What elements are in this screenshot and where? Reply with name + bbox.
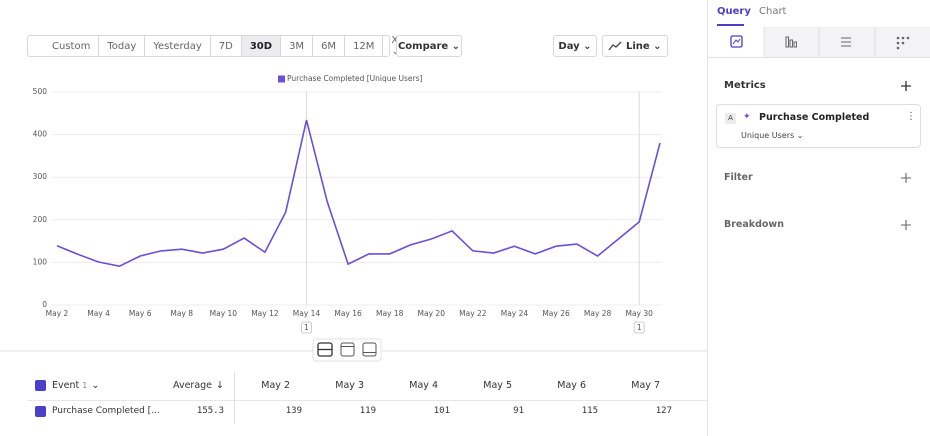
chevron: ⌄ bbox=[91, 380, 100, 391]
range-button[interactable]: 12M bbox=[345, 36, 384, 56]
metric-name: Purchase Completed bbox=[759, 112, 870, 123]
header-event[interactable]: Event 1 ⌄ bbox=[52, 380, 99, 391]
annotation-badge bbox=[633, 321, 645, 334]
sparkle-icon: ✦ bbox=[743, 112, 751, 122]
column-divider bbox=[234, 372, 235, 424]
add-metric[interactable] bbox=[901, 81, 911, 91]
chart-tab[interactable]: Chart bbox=[759, 6, 787, 17]
row-value: 119 bbox=[359, 406, 376, 416]
metric-measure: Unique Users bbox=[741, 131, 795, 140]
range-button[interactable]: 7D bbox=[211, 36, 242, 56]
chart: Purchase Completed [Unique Users] 0 100 20… bbox=[33, 74, 662, 334]
range-button[interactable]: Yesterday bbox=[145, 36, 211, 56]
range-button[interactable]: Custom bbox=[28, 36, 100, 56]
header-label: Average bbox=[173, 380, 213, 391]
header-checkbox[interactable] bbox=[35, 380, 46, 391]
event-count: 1 bbox=[82, 381, 88, 390]
granularity-button[interactable]: Day ⌄ bbox=[553, 35, 597, 57]
header-date: May 4 bbox=[409, 380, 438, 391]
x-tick-label: May 26 bbox=[542, 309, 570, 318]
row-checkbox[interactable] bbox=[35, 406, 46, 417]
x-tick-label: May 8 bbox=[170, 309, 193, 318]
series-line bbox=[56, 119, 661, 268]
range-button[interactable]: Today bbox=[99, 36, 146, 56]
range-button[interactable]: 30D bbox=[241, 36, 282, 56]
annotation-label: 1 bbox=[304, 323, 309, 332]
legend-label: Purchase Completed [Unique Users] bbox=[287, 74, 422, 83]
metric-letter: A bbox=[725, 113, 736, 124]
legend-swatch bbox=[278, 75, 285, 83]
measure-select[interactable]: Unique Users ⌄ bbox=[741, 131, 804, 140]
row-event: Purchase Completed [... bbox=[52, 406, 160, 416]
x-tick-label: May 16 bbox=[334, 309, 362, 318]
x-tick-label: May 28 bbox=[584, 309, 612, 318]
x-tick-label: May 20 bbox=[418, 309, 446, 318]
x-tick-label: May 12 bbox=[251, 309, 279, 318]
y-tick-label: 300 bbox=[33, 172, 48, 181]
metrics-title: Metrics bbox=[724, 80, 766, 91]
header-date: May 2 bbox=[261, 380, 290, 391]
x-tick-label: May 14 bbox=[293, 309, 321, 318]
sort-icon: ↓ bbox=[216, 380, 224, 391]
view-toggles bbox=[0, 338, 707, 362]
x-tick-label: May 22 bbox=[459, 309, 487, 318]
header-date: May 3 bbox=[335, 380, 364, 391]
row-average: 155.3 bbox=[196, 406, 224, 416]
header-date: May 5 bbox=[483, 380, 512, 391]
row-divider bbox=[27, 400, 707, 401]
x-tick-label: May 18 bbox=[376, 309, 404, 318]
row-value: 139 bbox=[285, 406, 302, 416]
side-panel: Query Chart Metrics A ✦ Purchase Complet… bbox=[707, 0, 930, 436]
row-value: 91 bbox=[513, 406, 524, 416]
y-tick-label: 500 bbox=[33, 87, 48, 96]
header-label: Event bbox=[52, 380, 80, 391]
row-value: 115 bbox=[581, 406, 598, 416]
x-tick-label: May 24 bbox=[501, 309, 529, 318]
tab-underline bbox=[717, 24, 744, 26]
chart-type-button[interactable]: Line ⌄ bbox=[602, 35, 668, 57]
query-tab[interactable]: Query bbox=[717, 6, 751, 17]
chart-type-label: Line bbox=[625, 40, 650, 52]
annotation-badge bbox=[301, 321, 313, 334]
line-icon bbox=[608, 41, 622, 51]
compare-button[interactable]: Compare ⌄ bbox=[396, 35, 462, 57]
add-breakdown[interactable] bbox=[901, 220, 911, 230]
y-tick-label: 0 bbox=[42, 300, 47, 309]
x-tick-label: May 2 bbox=[46, 309, 69, 318]
add-filter[interactable] bbox=[901, 173, 911, 183]
granularity-label: Day bbox=[558, 40, 580, 52]
x-tick-label: May 10 bbox=[210, 309, 238, 318]
row-value: 101 bbox=[433, 406, 450, 416]
y-tick-label: 100 bbox=[33, 257, 48, 266]
filter-title: Filter bbox=[724, 172, 753, 183]
compare-label: Compare bbox=[397, 40, 449, 52]
header-average: Average ↓ bbox=[173, 380, 224, 391]
annotation-label: 1 bbox=[637, 323, 642, 332]
x-tick-label: May 6 bbox=[129, 309, 152, 318]
more-icon[interactable]: ⋮ bbox=[906, 111, 916, 122]
y-tick-label: 200 bbox=[33, 215, 48, 224]
report-type-row bbox=[708, 27, 930, 58]
range-button[interactable]: 3M bbox=[281, 36, 314, 56]
x-tick-label: May 4 bbox=[87, 309, 110, 318]
header-date: May 7 bbox=[631, 380, 660, 391]
x-tick-label: May 30 bbox=[625, 309, 653, 318]
range-button[interactable]: 6M bbox=[313, 36, 346, 56]
row-value: 127 bbox=[655, 406, 672, 416]
breakdown-title: Breakdown bbox=[724, 219, 784, 230]
header-date: May 6 bbox=[557, 380, 586, 391]
metric-card[interactable]: A ✦ Purchase Completed Unique Users ⌄ ⋮ bbox=[716, 104, 921, 148]
y-tick-label: 400 bbox=[33, 130, 48, 139]
